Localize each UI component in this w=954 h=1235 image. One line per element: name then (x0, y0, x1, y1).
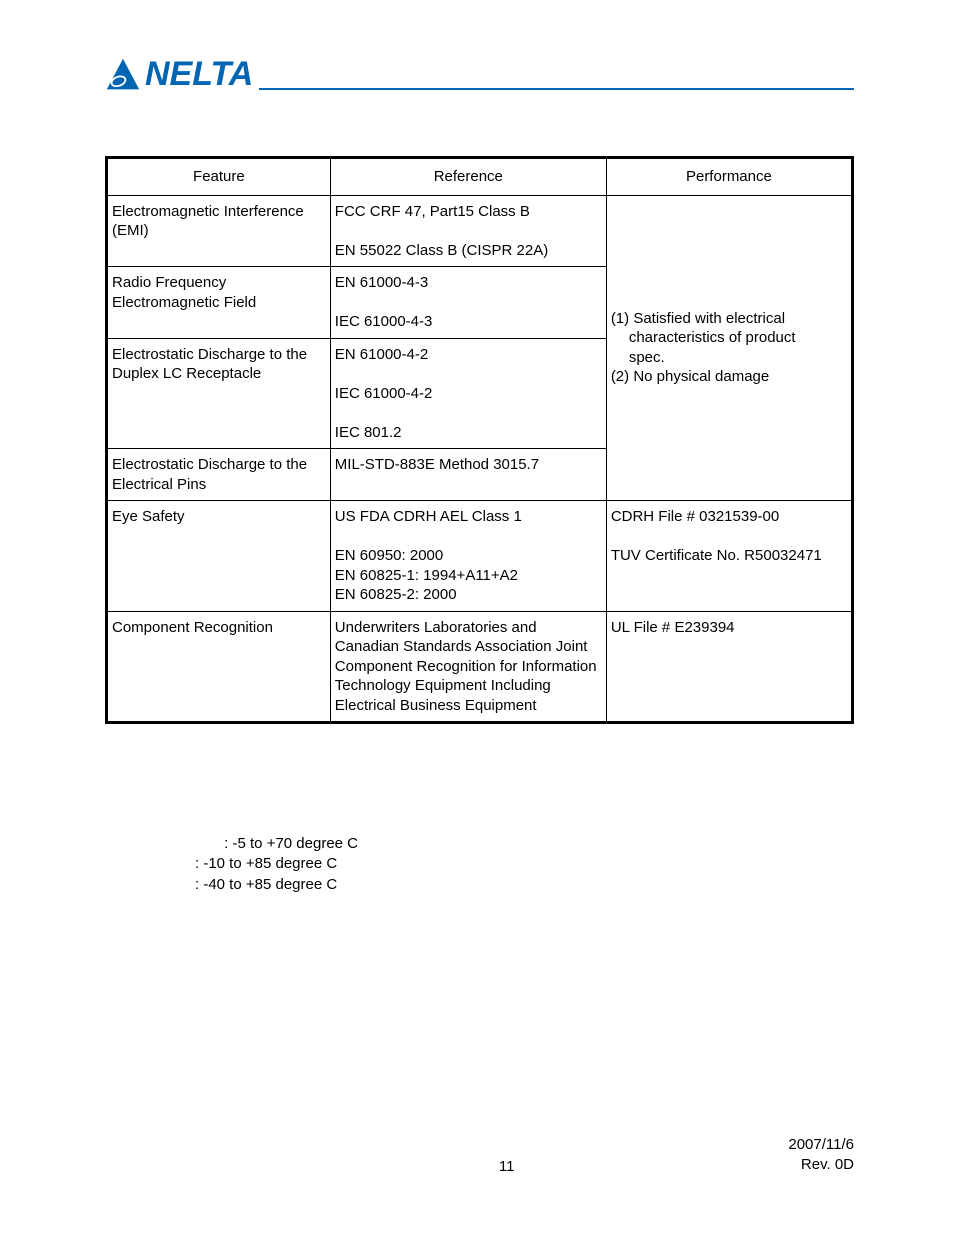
cell-feature: Electrostatic Discharge to the Duplex LC… (107, 338, 331, 449)
cell-reference: EN 61000-4-3 IEC 61000-4-3 (330, 267, 606, 339)
col-header-performance: Performance (606, 158, 852, 196)
cell-performance: UL File # E239394 (606, 611, 852, 723)
cell-feature: Electrostatic Discharge to the Electrica… (107, 449, 331, 501)
note-line: : -40 to +85 degree C (195, 875, 854, 895)
page: NELTA Feature Reference Performance Elec… (0, 0, 954, 1235)
cell-reference: Underwriters Laboratories and Canadian S… (330, 611, 606, 723)
cell-performance-merged: (1) Satisfied with electrical characteri… (606, 195, 852, 501)
perf-line-2: (2) No physical damage (611, 367, 847, 387)
cell-reference: EN 61000-4-2 IEC 61000-4-2 IEC 801.2 (330, 338, 606, 449)
cell-reference: US FDA CDRH AEL Class 1 EN 60950: 2000 E… (330, 501, 606, 612)
cell-feature: Component Recognition (107, 611, 331, 723)
header-rule (259, 88, 854, 90)
perf-line-1b: characteristics of product (611, 328, 847, 348)
page-number: 11 (225, 1158, 788, 1175)
cell-reference: FCC CRF 47, Part15 Class B EN 55022 Clas… (330, 195, 606, 267)
spec-table: Feature Reference Performance Electromag… (105, 156, 854, 724)
triangle-icon (105, 57, 141, 93)
cell-feature: Eye Safety (107, 501, 331, 612)
cell-reference: MIL-STD-883E Method 3015.7 (330, 449, 606, 501)
cell-feature: Radio Frequency Electromagnetic Field (107, 267, 331, 339)
header: NELTA (105, 55, 854, 96)
col-header-reference: Reference (330, 158, 606, 196)
footer-meta: 2007/11/6 Rev. 0D (788, 1135, 854, 1176)
perf-line-1c: spec. (611, 348, 847, 368)
col-header-feature: Feature (107, 158, 331, 196)
table-row: Eye Safety US FDA CDRH AEL Class 1 EN 60… (107, 501, 853, 612)
table-header-row: Feature Reference Performance (107, 158, 853, 196)
footer: 11 2007/11/6 Rev. 0D (105, 1135, 854, 1176)
cell-feature: Electromagnetic Interference (EMI) (107, 195, 331, 267)
note-line: : -5 to +70 degree C (195, 834, 854, 854)
footer-date: 2007/11/6 (788, 1135, 854, 1155)
brand-logo: NELTA (105, 55, 253, 96)
cell-performance: CDRH File # 0321539-00 TUV Certificate N… (606, 501, 852, 612)
brand-text: NELTA (145, 55, 253, 94)
footer-revision: Rev. 0D (788, 1155, 854, 1175)
table-row: Component Recognition Underwriters Labor… (107, 611, 853, 723)
perf-line-1: (1) Satisfied with electrical (611, 309, 847, 329)
note-line: : -10 to +85 degree C (195, 854, 854, 874)
table-row: Electromagnetic Interference (EMI) FCC C… (107, 195, 853, 267)
notes-block: : -5 to +70 degree C : -10 to +85 degree… (195, 834, 854, 895)
